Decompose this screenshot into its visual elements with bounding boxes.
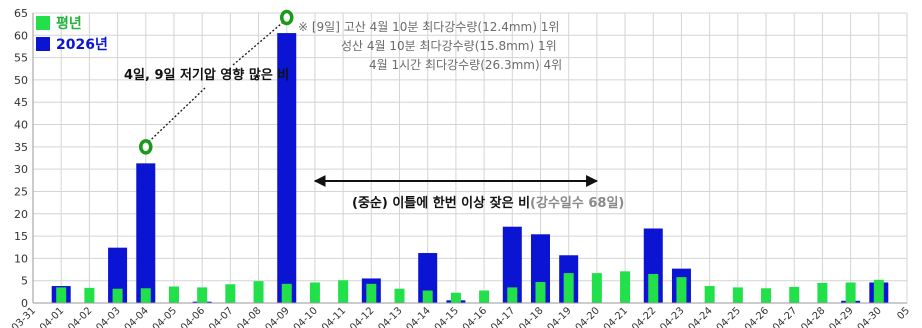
x-tick-label: 04-27 <box>771 305 799 328</box>
bar-normal-04-07 <box>225 284 236 303</box>
x-tick-label: 04-09 <box>264 305 292 328</box>
x-tick-label: 04-04 <box>123 305 151 328</box>
bar-normal-04-28 <box>817 282 828 303</box>
x-tick-label: 04-13 <box>376 305 404 328</box>
bar-normal-04-08 <box>253 281 264 303</box>
bar-normal-04-09 <box>281 283 292 303</box>
y-tick-label: 35 <box>14 141 28 154</box>
range-label-main: (중순) 이틀에 한번 이상 잦은 비 <box>352 195 530 211</box>
x-tick-label: 04-07 <box>207 305 235 328</box>
bar-normal-04-24 <box>704 286 715 303</box>
bar-normal-04-14 <box>422 290 433 303</box>
bar-2026-04-09 <box>277 33 297 303</box>
y-tick-label: 60 <box>14 29 28 42</box>
bar-normal-04-25 <box>732 287 743 303</box>
x-tick-label: 04-03 <box>94 305 122 328</box>
marker-04-04 <box>139 139 153 155</box>
x-tick-label: 05 <box>895 305 912 322</box>
x-tick-label: 04-22 <box>630 305 658 328</box>
bar-normal-04-16 <box>479 290 490 303</box>
markers <box>139 9 294 155</box>
bar-normal-04-11 <box>338 280 349 303</box>
x-tick-label: 04-05 <box>151 305 179 328</box>
x-tick-label: 04-14 <box>405 305 433 328</box>
x-tick-label: 04-02 <box>66 305 94 328</box>
bar-normal-04-02 <box>84 287 95 303</box>
bar-normal-04-27 <box>789 286 800 303</box>
y-tick-label: 10 <box>14 252 28 265</box>
y-tick-label: 40 <box>14 119 28 132</box>
legend-label-normal: 평년 <box>56 15 82 32</box>
legend-label-2026: 2026년 <box>56 37 108 53</box>
bar-normal-04-15 <box>450 292 461 303</box>
x-tick-label: 04-26 <box>743 305 771 328</box>
bar-normal-04-06 <box>197 287 208 303</box>
x-tick-label: 04-15 <box>433 305 461 328</box>
x-tick-label: 04-23 <box>658 305 686 328</box>
y-tick-label: 65 <box>14 7 28 20</box>
x-tick-label: 04-30 <box>856 305 884 328</box>
x-tick-label: 04-29 <box>827 305 855 328</box>
y-tick-label: 30 <box>14 163 28 176</box>
bar-normal-04-20 <box>591 273 602 303</box>
bar-normal-04-04 <box>140 288 151 303</box>
bar-normal-04-17 <box>507 287 518 303</box>
callout-leader-04-09 <box>232 21 284 66</box>
x-tick-label: 04-21 <box>602 305 630 328</box>
annotations: 4일, 9일 저기압 영향 많은 비 ※ [9일] 고산 4월 10분 최다강수… <box>124 20 624 211</box>
y-tick-label: 5 <box>21 275 28 288</box>
marker-04-09 <box>279 9 294 26</box>
bar-2026-04-17 <box>502 226 522 303</box>
y-tick-label: 15 <box>14 230 28 243</box>
bar-normal-04-29 <box>845 282 856 303</box>
x-tick-label: 04-25 <box>715 305 743 328</box>
y-tick-label: 20 <box>14 208 28 221</box>
bar-normal-04-23 <box>676 277 687 303</box>
range-label: (중순) 이틀에 한번 이상 잦은 비(강수일수 68일) <box>352 195 624 211</box>
callout-leader-04-04 <box>148 87 206 143</box>
bar-normal-04-19 <box>563 273 574 303</box>
bar-normal-04-10 <box>309 282 320 303</box>
x-tick-label: 04-24 <box>686 305 714 328</box>
bar-normal-04-12 <box>366 283 377 303</box>
legend-swatch-normal <box>36 16 50 30</box>
x-tick-label: 04-16 <box>461 305 489 328</box>
range-label-extra: (강수일수 68일) <box>530 195 624 211</box>
x-tick-label: 04-12 <box>348 305 376 328</box>
x-tick-label: 04-10 <box>292 305 320 328</box>
legend-swatch-2026 <box>36 37 50 51</box>
bar-normal-04-18 <box>535 282 546 303</box>
y-tick-label: 0 <box>21 297 28 310</box>
x-tick-label: 04-06 <box>179 305 207 328</box>
bar-normal-04-05 <box>168 286 179 303</box>
note-line-1: ※ [9일] 고산 4월 10분 최다강수량(12.4mm) 1위 <box>298 20 559 34</box>
y-tick-label: 55 <box>14 52 28 65</box>
y-tick-label: 50 <box>14 74 28 87</box>
x-tick-label: 04-17 <box>489 305 517 328</box>
bar-normal-04-13 <box>394 288 405 303</box>
bar-normal-04-03 <box>112 288 123 303</box>
callout-main-label: 4일, 9일 저기압 영향 많은 비 <box>124 67 289 83</box>
x-tick-label: 04-19 <box>545 305 573 328</box>
x-tick-label: 04-08 <box>235 305 263 328</box>
bars <box>51 33 889 303</box>
note-line-2: 성산 4월 10분 최다강수량(15.8mm) 1위 <box>341 39 557 53</box>
x-tick-label: 04-18 <box>517 305 545 328</box>
x-tick-label: 04-01 <box>38 305 66 328</box>
y-tick-label: 45 <box>14 96 28 109</box>
x-tick-label: 04-11 <box>320 305 348 328</box>
x-tick-label: 04-28 <box>799 305 827 328</box>
bar-normal-04-01 <box>56 287 67 303</box>
bar-normal-04-21 <box>620 271 631 303</box>
x-tick-label: 04-20 <box>574 305 602 328</box>
bar-normal-04-30 <box>873 279 884 303</box>
y-tick-label: 25 <box>14 185 28 198</box>
note-line-3: 4월 1시간 최다강수량(26.3mm) 4위 <box>369 58 562 72</box>
bar-normal-04-22 <box>648 274 659 303</box>
grid <box>32 12 908 304</box>
legend: 평년 2026년 <box>36 15 108 53</box>
bar-2026-04-04 <box>136 163 156 303</box>
bar-normal-04-26 <box>761 288 772 303</box>
